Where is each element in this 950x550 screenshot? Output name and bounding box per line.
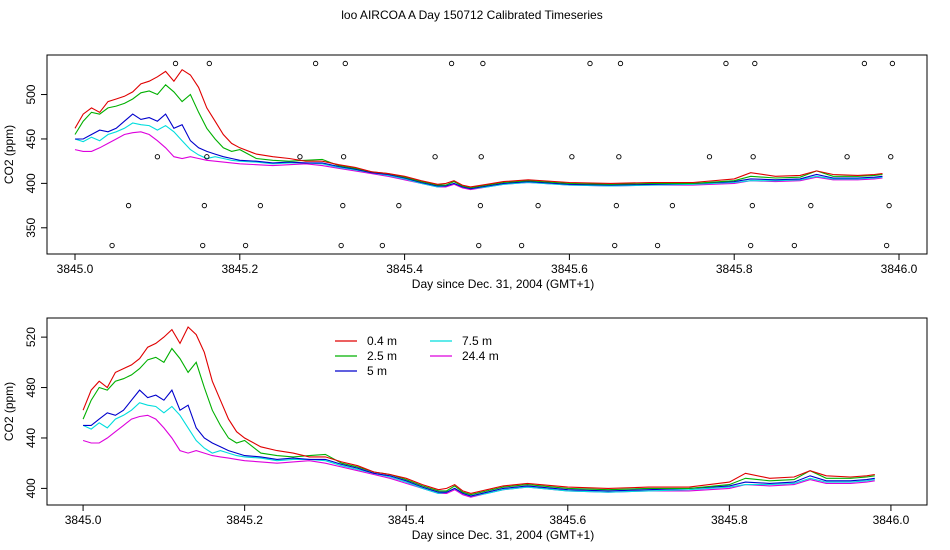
series-line-24-4-m — [82, 414, 875, 498]
data-point — [748, 242, 754, 249]
data-point — [448, 60, 455, 67]
data-point — [750, 154, 756, 160]
y-tick-label: 400 — [24, 478, 38, 498]
figure-title: loo AIRCOA A Day 150712 Calibrated Times… — [341, 8, 602, 22]
x-tick-label: 3845.4 — [386, 262, 423, 276]
series-line-7-5-m — [74, 122, 883, 190]
legend-label: 0.4 m — [367, 334, 397, 348]
data-point — [342, 60, 348, 67]
x-tick-label: 3845.6 — [549, 513, 586, 527]
data-point — [338, 242, 344, 249]
y-tick-label: 500 — [24, 84, 38, 104]
data-point — [654, 242, 661, 249]
legend-label: 7.5 m — [462, 334, 492, 348]
top-panel: 3845.0 3845.2 3845.4 3845.6 3845.8 3846.0 350 4… — [2, 54, 928, 291]
data-point — [613, 202, 620, 209]
data-point — [379, 242, 386, 249]
series-line-5-m — [83, 389, 875, 497]
data-point — [201, 202, 208, 209]
data-point — [706, 154, 713, 160]
x-tick-label: 3845.8 — [711, 513, 748, 527]
series-line-0-4-m — [74, 68, 883, 188]
data-point — [749, 202, 755, 209]
x-tick-label: 3846.0 — [873, 513, 910, 527]
data-point — [297, 154, 303, 160]
data-point — [587, 60, 593, 67]
data-point — [888, 154, 894, 160]
data-point — [883, 242, 890, 249]
data-point — [242, 242, 249, 249]
y-tick-label: 520 — [24, 327, 38, 347]
y-axis-label: CO2 (ppm) — [2, 382, 16, 441]
x-tick-label: 3845.8 — [716, 262, 753, 276]
data-point — [478, 154, 484, 160]
data-point — [480, 60, 486, 67]
data-point — [723, 60, 729, 67]
x-axis-label: Day since Dec. 31, 2004 (GMT+1) — [412, 277, 594, 291]
data-point — [172, 60, 179, 67]
data-point — [616, 154, 622, 160]
legend-label: 5 m — [367, 364, 387, 378]
data-point — [200, 242, 206, 249]
data-point — [476, 242, 482, 249]
y-tick-label: 440 — [24, 428, 38, 448]
series-line-0-4-m — [82, 326, 875, 494]
y-tick-label: 350 — [24, 217, 38, 237]
y-tick-label: 400 — [24, 173, 38, 193]
data-point — [791, 242, 798, 249]
series-line-7-5-m — [82, 402, 875, 497]
x-tick-label: 3846.0 — [881, 262, 918, 276]
data-point — [340, 202, 346, 209]
plot-frame — [46, 317, 928, 506]
data-point — [669, 202, 676, 209]
bottom-panel: 3845.0 3845.2 3845.4 3845.6 3845.8 3846.0 400 4… — [2, 317, 928, 542]
data-point — [569, 154, 575, 160]
y-axis-label: CO2 (ppm) — [2, 125, 16, 184]
x-tick-label: 3845.0 — [57, 262, 94, 276]
data-point — [861, 60, 868, 67]
data-point — [154, 154, 161, 160]
data-point — [125, 202, 132, 209]
data-point — [206, 60, 212, 67]
data-point — [844, 154, 850, 160]
data-point — [340, 154, 347, 160]
x-tick-label: 3845.2 — [221, 262, 258, 276]
data-point — [477, 202, 484, 209]
legend-label: 24.4 m — [462, 349, 499, 363]
data-point — [808, 202, 814, 209]
data-point — [518, 242, 525, 249]
x-tick-label: 3845.6 — [551, 262, 588, 276]
y-tick-label: 450 — [24, 129, 38, 149]
series-line-2-5-m — [74, 84, 883, 189]
series-line-24-4-m — [74, 131, 883, 191]
data-point — [312, 60, 319, 67]
x-tick-label: 3845.2 — [226, 513, 263, 527]
data-point — [886, 202, 892, 209]
data-point — [204, 154, 210, 160]
data-point — [612, 242, 618, 249]
data-point — [432, 154, 438, 160]
data-point — [889, 60, 896, 67]
x-tick-label: 3845.4 — [388, 513, 425, 527]
x-axis-label: Day since Dec. 31, 2004 (GMT+1) — [412, 528, 594, 542]
data-point — [396, 202, 402, 209]
data-point — [257, 202, 264, 209]
x-tick-label: 3845.0 — [65, 513, 102, 527]
data-point — [109, 242, 115, 249]
y-tick-label: 480 — [24, 377, 38, 397]
series-line-2-5-m — [82, 347, 875, 496]
data-point — [752, 60, 758, 67]
legend-label: 2.5 m — [367, 349, 397, 363]
plot-frame — [46, 54, 928, 255]
data-point — [535, 202, 541, 209]
data-point — [617, 60, 624, 67]
